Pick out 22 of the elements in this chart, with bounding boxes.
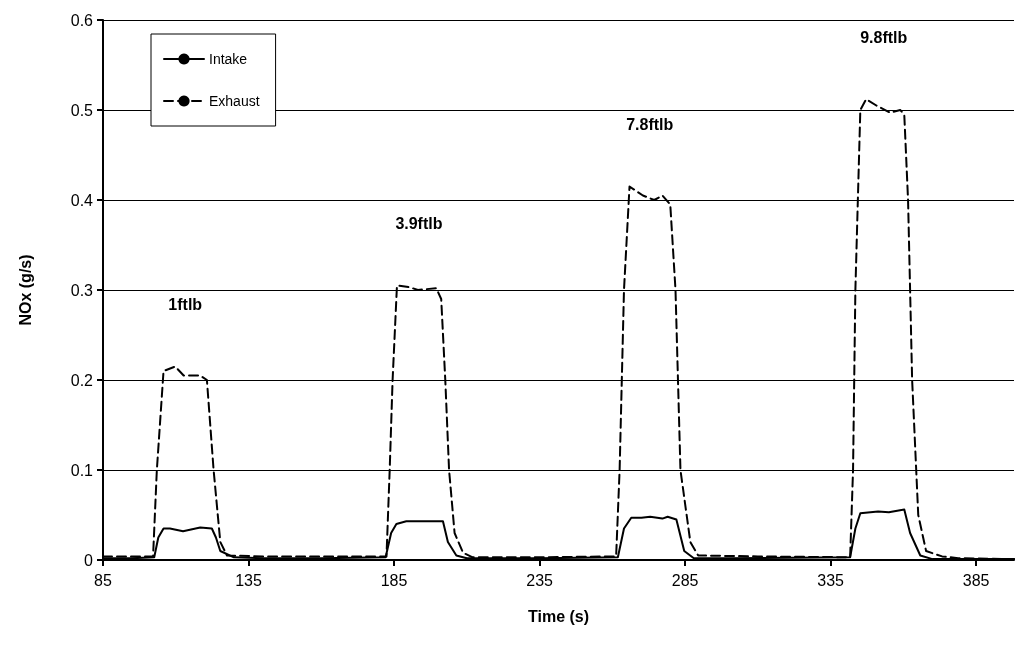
x-tick-label: 235 [526,571,554,589]
legend-label: Intake [209,51,248,67]
y-tick-label: 0.4 [70,191,94,209]
annotation: 1ftlb [168,296,203,313]
y-tick-label: 0.1 [70,461,94,479]
x-tick-label: 185 [380,571,408,589]
x-axis-title: Time (s) [527,607,590,625]
annotation: 9.8ftlb [860,28,908,46]
y-tick-label: 0.3 [70,281,94,299]
legend-label: Exhaust [209,93,260,109]
y-tick-label: 0.5 [70,101,94,119]
y-tick-label: 0.2 [70,371,94,389]
x-tick-label: 385 [962,571,990,589]
y-axis-title: NOx (g/s) [16,254,34,326]
x-tick-label: 85 [94,571,112,589]
x-tick-label: 135 [235,571,262,589]
y-tick-label: 0.6 [70,11,94,29]
y-tick-label: 0 [84,551,94,569]
annotation: 7.8ftlb [626,116,674,133]
x-tick-label: 335 [817,571,845,589]
annotation: 3.9ftlb [395,215,443,232]
x-tick-label: 285 [671,571,699,589]
